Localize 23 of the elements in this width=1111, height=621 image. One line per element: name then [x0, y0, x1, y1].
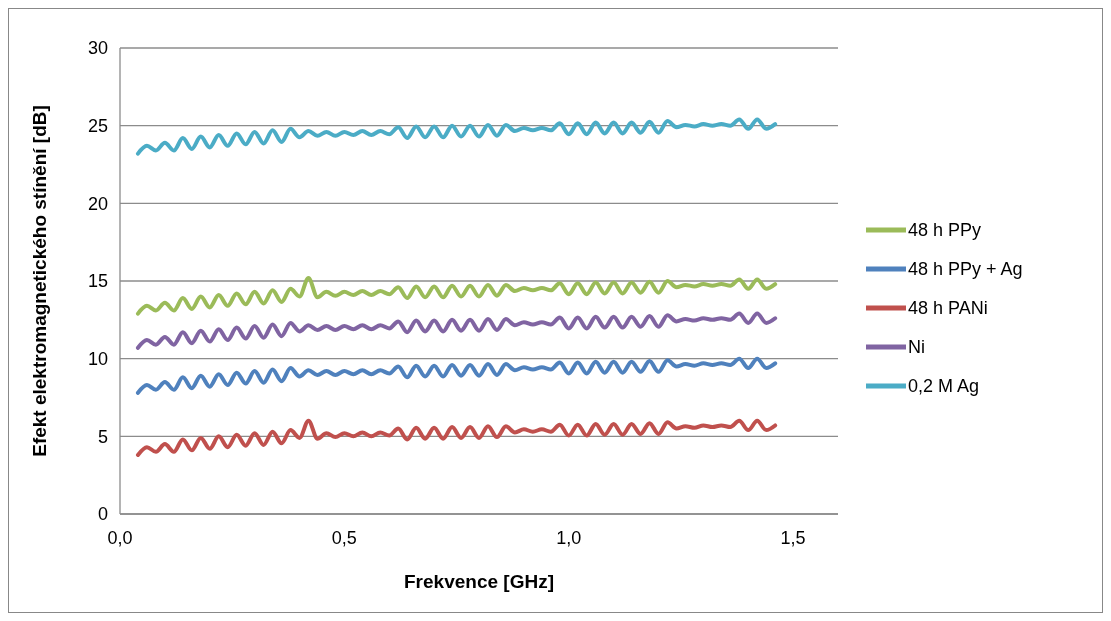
x-axis-title: Frekvence [GHz] [404, 571, 554, 592]
line-series [135, 356, 778, 395]
line-series [135, 275, 778, 316]
y-tick-label: 25 [87, 115, 108, 136]
legend-label: 48 h PANi [908, 298, 988, 319]
x-tick-label: 1,0 [556, 528, 582, 548]
y-tick-label: 20 [87, 193, 108, 214]
y-tick-label: 30 [87, 38, 108, 59]
y-axis-title: Efekt elektromagnetického stínění [dB] [29, 105, 50, 457]
legend-label: 0,2 M Ag [908, 376, 980, 397]
x-tick-label: 0,5 [331, 528, 357, 548]
x-tick-label: 0,0 [107, 528, 133, 548]
legend-label: 48 h PPy [908, 220, 982, 241]
line-series [135, 117, 778, 156]
y-tick-label: 10 [87, 348, 108, 369]
legend-label: Ni [908, 337, 925, 358]
y-tick-label: 15 [87, 271, 108, 292]
line-series [135, 311, 778, 350]
x-tick-label: 1,5 [780, 528, 806, 548]
line-series [135, 418, 778, 457]
y-tick-label: 5 [97, 426, 108, 447]
y-tick-label: 0 [97, 504, 108, 525]
legend-label: 48 h PPy + Ag [908, 259, 1023, 280]
